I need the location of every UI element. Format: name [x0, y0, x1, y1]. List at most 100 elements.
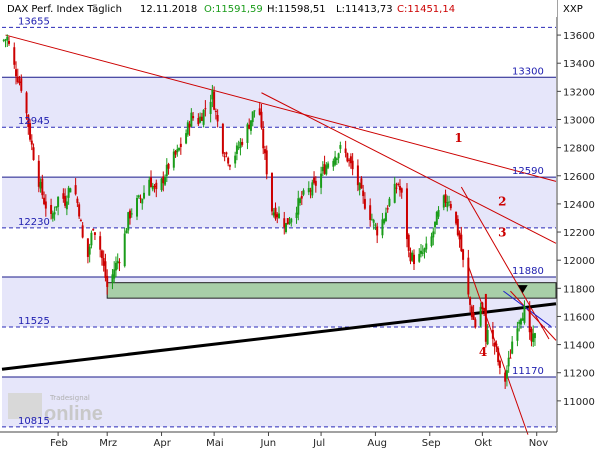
candle-body	[299, 198, 302, 203]
candle-body	[41, 178, 44, 196]
trendlines: 1 2 3 4	[1, 34, 557, 435]
level-label-11525: 11525	[18, 316, 50, 327]
candle-body	[383, 219, 386, 224]
x-tick-label: Apr	[154, 438, 172, 449]
candle-body	[186, 122, 189, 135]
candle-body	[407, 234, 410, 251]
candle-body	[372, 219, 375, 223]
level-label-12230: 12230	[18, 217, 50, 228]
candle-body	[235, 145, 238, 154]
trendline-label-4: 4	[479, 345, 487, 359]
candle-body	[432, 231, 435, 238]
watermark-logo	[8, 393, 42, 419]
x-tick-label: Nov	[529, 438, 549, 449]
candle-body	[532, 333, 535, 343]
candle-body	[384, 212, 387, 222]
candle-body	[495, 343, 498, 346]
candle-body	[323, 164, 326, 174]
level-label-11170: 11170	[512, 366, 544, 377]
level-labels: 13655 13300 12945 12590 12230 11880 11525 11170…	[18, 16, 544, 427]
y-tick-label: 12400	[563, 200, 595, 211]
candle-body	[430, 236, 433, 246]
y-tick-label: 11800	[563, 284, 595, 295]
tradesignal-watermark: Tradesignal online	[8, 393, 103, 425]
candle-body	[113, 269, 116, 279]
candle-body	[211, 89, 214, 100]
level-label-12590: 12590	[512, 166, 544, 177]
candle-body	[511, 341, 514, 354]
support-zone	[106, 282, 557, 299]
y-tick-label: 12200	[563, 228, 595, 239]
candle-body	[518, 321, 521, 324]
candle-body	[276, 214, 279, 218]
candle-body	[137, 195, 140, 198]
header-high: H:11598,51	[267, 4, 326, 15]
trendline-5	[1, 302, 557, 371]
candle-body	[174, 150, 177, 155]
candle-body	[458, 232, 461, 240]
candle-body	[16, 76, 19, 83]
candle-body	[290, 218, 293, 223]
candle-body	[335, 158, 338, 161]
candle-body	[128, 210, 131, 219]
level-label-10815: 10815	[18, 416, 50, 427]
y-tick-label: 11200	[563, 369, 595, 380]
candle-body	[388, 198, 391, 206]
candle-body	[143, 192, 146, 199]
arrow-marker-shape	[517, 285, 528, 294]
candle-body	[125, 230, 128, 234]
candle-body	[262, 128, 265, 149]
candle-body	[234, 155, 237, 164]
candle-body	[76, 198, 79, 203]
candle-body	[258, 108, 261, 115]
candle-body	[86, 238, 89, 257]
y-tick-label: 12800	[563, 144, 595, 155]
candle-body	[370, 219, 373, 221]
candle-body	[395, 187, 398, 189]
candle-body	[346, 153, 349, 162]
candle-body	[334, 156, 337, 165]
candle-body	[130, 213, 133, 215]
candle-body	[363, 198, 366, 209]
candle-body	[8, 40, 11, 44]
candle-body	[448, 201, 451, 203]
trendline-label-3: 3	[498, 225, 506, 239]
candle-body	[27, 114, 30, 127]
candle-body	[167, 163, 170, 169]
candle-body	[192, 116, 195, 119]
candle-body	[521, 318, 524, 321]
candle-body	[114, 262, 117, 271]
candle-body	[155, 182, 158, 190]
candle-body	[221, 123, 224, 154]
trendline-6	[503, 290, 552, 327]
candle-body	[253, 110, 256, 112]
candle-body	[386, 208, 389, 210]
candle-body	[51, 213, 54, 219]
candle-body	[15, 69, 18, 77]
header-open: O:11591,59	[204, 4, 263, 15]
x-axis: Feb Mrz Apr Mai Jun Jul Aug Sep Okt Nov	[50, 432, 548, 449]
candle-body	[2, 39, 5, 41]
y-tick-label: 13000	[563, 115, 595, 126]
candle-body	[57, 196, 60, 207]
candle-body	[320, 173, 323, 188]
candle-body	[285, 223, 288, 233]
candle-body	[286, 218, 289, 225]
y-tick-label: 13200	[563, 87, 595, 98]
candle-body	[302, 190, 305, 195]
candle-body	[528, 307, 531, 333]
candle-body	[162, 176, 165, 184]
header-close: C:11451,14	[397, 4, 455, 15]
candle-body	[141, 199, 144, 204]
x-tick-label: Okt	[474, 438, 492, 449]
y-tick-label: 12600	[563, 172, 595, 183]
candle-body	[20, 78, 23, 91]
candle-body	[265, 150, 268, 175]
candle-body	[349, 156, 352, 164]
candle-body	[470, 306, 473, 318]
candle-body	[188, 123, 191, 128]
candle-body	[348, 159, 351, 161]
arrow-marker	[517, 285, 528, 294]
candle-body	[295, 212, 298, 218]
